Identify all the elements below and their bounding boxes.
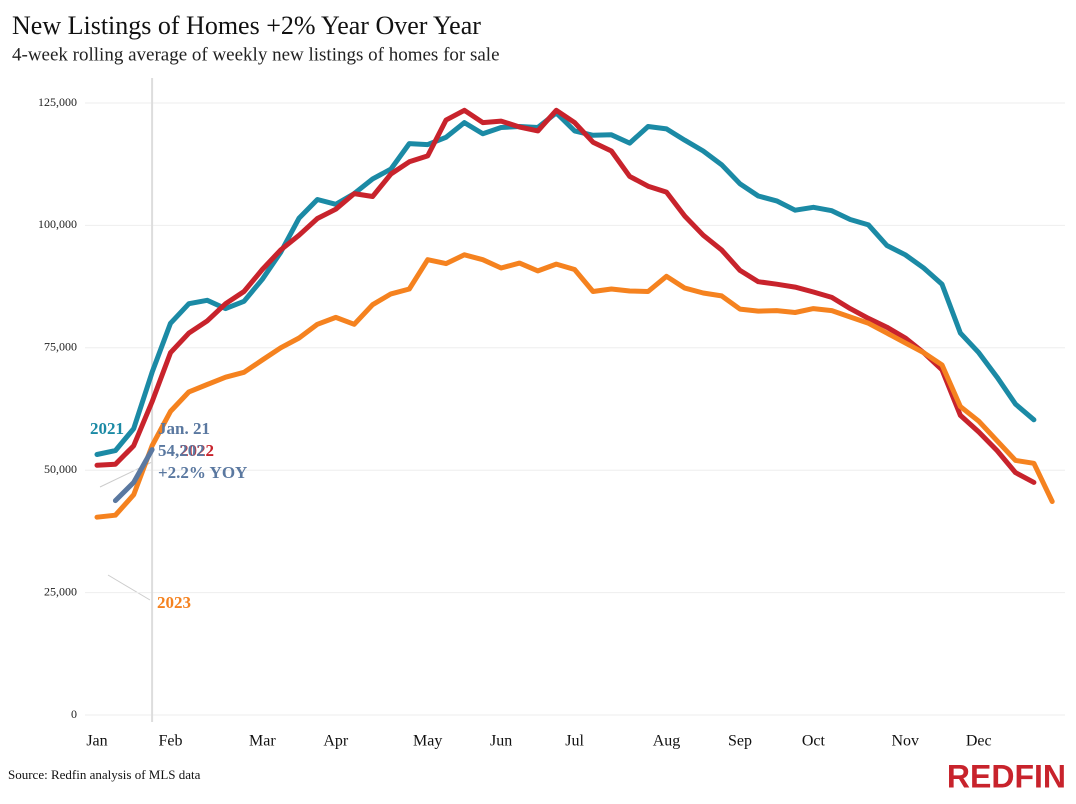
x-tick-label: Jul: [565, 733, 584, 750]
series-line: [94, 110, 1037, 457]
series-line: [94, 107, 1037, 485]
brand-logo: REDFIN: [947, 758, 1066, 794]
x-tick-label: Jun: [490, 733, 512, 750]
value-label: 54,202: [158, 441, 205, 460]
y-tick-label: 125,000: [38, 95, 77, 109]
x-tick-label: Oct: [802, 733, 826, 750]
y-tick-label: 50,000: [44, 462, 77, 476]
chart-subtitle: 4-week rolling average of weekly new lis…: [12, 44, 500, 65]
annotation: Jan. 21: [158, 419, 210, 438]
chart-title: New Listings of Homes +2% Year Over Year: [12, 11, 481, 40]
y-tick-label: 25,000: [44, 584, 77, 598]
x-tick-label: Nov: [891, 733, 919, 750]
x-tick-label: Feb: [158, 733, 182, 750]
leader-line: [107, 574, 151, 601]
series-line: [112, 447, 155, 504]
x-tick-label: May: [413, 733, 442, 750]
x-tick-label: Aug: [653, 733, 681, 750]
y-tick-label: 0: [71, 707, 77, 721]
source: Source: Redfin analysis of MLS data: [8, 767, 201, 782]
annotation: +2.2% YOY: [158, 463, 247, 482]
series-label: 2023: [157, 593, 191, 612]
series-label: 2021: [90, 419, 124, 438]
series-line: [94, 252, 1055, 520]
x-tick-label: Dec: [966, 733, 992, 750]
x-tick-label: Apr: [323, 733, 349, 750]
x-tick-label: Mar: [249, 733, 276, 750]
series-label: 2022: [180, 441, 214, 460]
x-tick-label: Sep: [728, 733, 752, 750]
y-tick-label: 75,000: [44, 340, 77, 354]
y-tick-label: 100,000: [38, 217, 77, 231]
x-tick-label: Jan: [86, 733, 107, 750]
